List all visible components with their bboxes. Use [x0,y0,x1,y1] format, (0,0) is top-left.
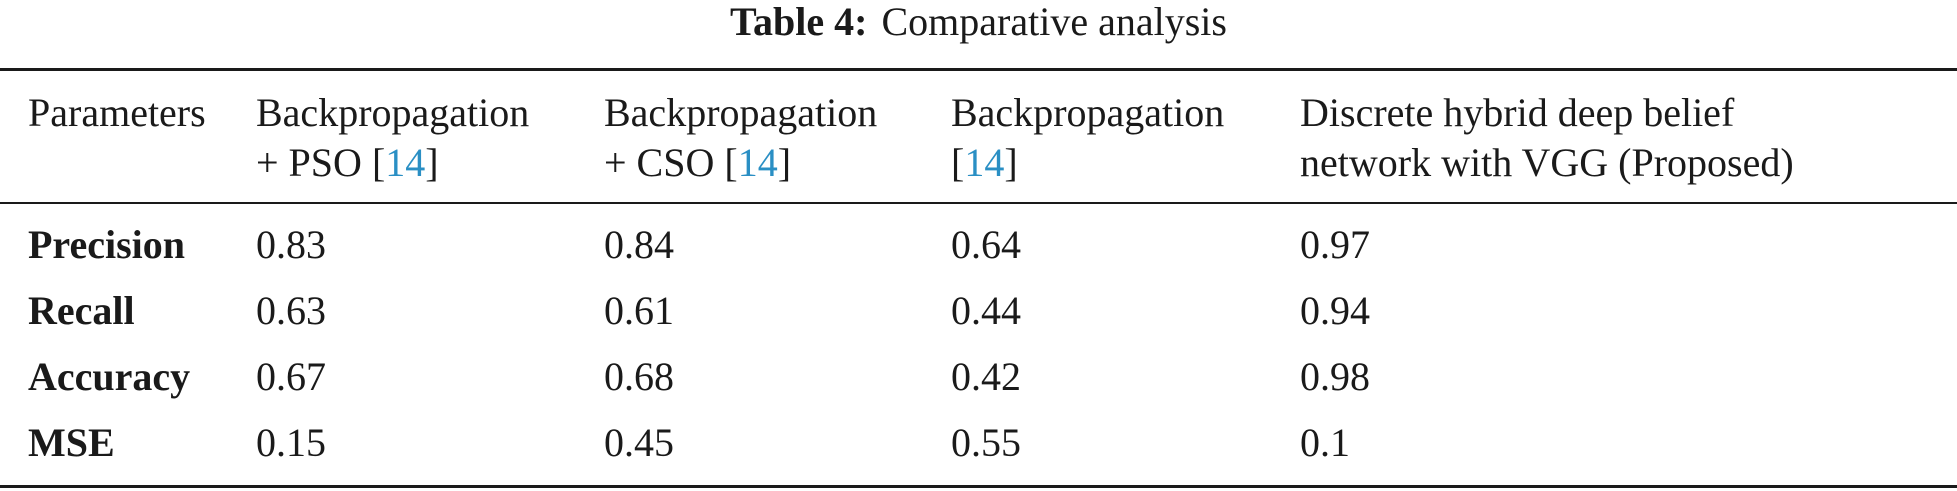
row-label-precision: Precision [28,222,186,267]
header-proposed: Discrete hybrid deep belief network with… [1300,88,1794,188]
table-cell: 0.83 [256,222,326,267]
table-top-rule [0,68,1957,71]
table-cell: 0.97 [1300,222,1370,267]
header-backprop-pso-line1: Backpropagation [256,90,530,135]
header-proposed-line2: network with VGG (Proposed) [1300,140,1794,185]
header-backprop-cso: Backpropagation + CSO [14] [604,88,877,188]
table-bottom-rule [0,485,1957,488]
header-backprop-pso-suffix: ] [425,140,439,185]
header-backprop-pso-line2: + PSO [14] [256,138,529,188]
header-backprop-line1: Backpropagation [951,90,1225,135]
table-caption: Table 4: Comparative analysis [0,0,1957,44]
table-cell: 0.94 [1300,288,1370,333]
table-row-mse: MSE 0.15 0.45 0.55 0.1 [0,418,1957,468]
header-backprop-pso-prefix: + PSO [ [256,140,386,185]
citation-link-14[interactable]: 14 [964,140,1005,185]
table-cell: 0.55 [951,420,1021,465]
header-backprop: Backpropagation [14] [951,88,1224,188]
table-cell: 0.84 [604,222,674,267]
table-row-precision: Precision 0.83 0.84 0.64 0.97 [0,220,1957,270]
header-parameters: Parameters [28,88,206,138]
header-backprop-cso-prefix: + CSO [ [604,140,738,185]
table-cell: 0.67 [256,354,326,399]
table-cell: 0.42 [951,354,1021,399]
citation-link-14[interactable]: 14 [737,140,778,185]
table-cell: 0.68 [604,354,674,399]
table-header-rule [0,202,1957,204]
row-label-mse: MSE [28,420,115,465]
table-cell: 0.15 [256,420,326,465]
table-caption-label: Table 4: [730,0,868,44]
row-label-accuracy: Accuracy [28,354,191,399]
table-cell: 0.98 [1300,354,1370,399]
table-cell: 0.64 [951,222,1021,267]
header-proposed-line1: Discrete hybrid deep belief [1300,90,1735,135]
row-label-recall: Recall [28,288,135,333]
table-cell: 0.1 [1300,420,1350,465]
header-backprop-line2: [14] [951,138,1224,188]
header-parameters-label: Parameters [28,90,206,135]
citation-link-14[interactable]: 14 [385,140,426,185]
table-caption-title: Comparative analysis [881,0,1227,44]
header-backprop-cso-line2: + CSO [14] [604,138,877,188]
table-row-recall: Recall 0.63 0.61 0.44 0.94 [0,286,1957,336]
header-backprop-prefix: [ [951,140,965,185]
table-cell: 0.44 [951,288,1021,333]
table-row-accuracy: Accuracy 0.67 0.68 0.42 0.98 [0,352,1957,402]
header-backprop-cso-suffix: ] [777,140,792,185]
table-cell: 0.63 [256,288,326,333]
header-backprop-suffix: ] [1004,140,1018,185]
table-cell: 0.45 [604,420,674,465]
table-cell: 0.61 [604,288,674,333]
header-backprop-pso: Backpropagation + PSO [14] [256,88,529,188]
header-backprop-cso-line1: Backpropagation [604,90,878,135]
